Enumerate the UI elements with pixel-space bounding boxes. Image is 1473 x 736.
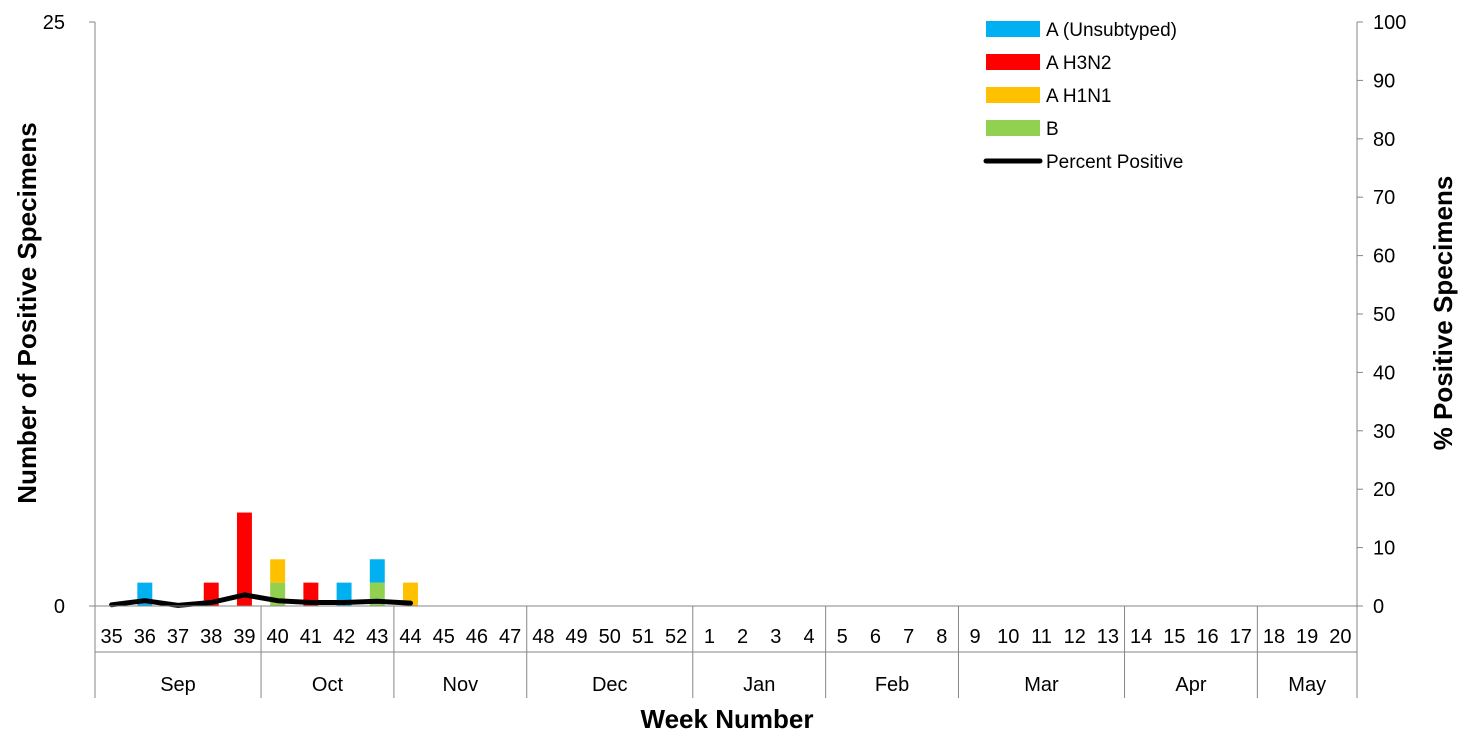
y2-tick-label: 80 — [1373, 129, 1395, 151]
week-label: 52 — [665, 626, 687, 648]
week-label: 1 — [704, 626, 715, 648]
bar — [270, 559, 286, 583]
week-label: 19 — [1296, 626, 1318, 648]
week-label: 14 — [1130, 626, 1152, 648]
legend-label: A (Unsubtyped) — [1046, 20, 1177, 41]
week-label: 50 — [599, 626, 621, 648]
week-label: 41 — [300, 626, 322, 648]
week-label: 36 — [134, 626, 156, 648]
legend-label: A H3N2 — [1046, 53, 1111, 74]
legend: A (Unsubtyped) A H3N2 A H1N1 B Percent Posit… — [983, 20, 1183, 173]
month-label: Mar — [1024, 674, 1059, 696]
month-label: Oct — [312, 674, 344, 696]
bar — [236, 512, 252, 606]
month-label: Apr — [1175, 674, 1206, 696]
week-label: 2 — [737, 626, 748, 648]
week-label: 13 — [1097, 626, 1119, 648]
y2-tick-label: 20 — [1373, 479, 1395, 501]
week-label: 42 — [333, 626, 355, 648]
week-label: 49 — [565, 626, 587, 648]
week-label: 15 — [1163, 626, 1185, 648]
y2-tick-label: 30 — [1373, 421, 1395, 443]
week-label: 16 — [1196, 626, 1218, 648]
week-label: 9 — [970, 626, 981, 648]
month-label: Sep — [160, 674, 196, 696]
legend-swatch — [986, 120, 1040, 136]
y2-tick-label: 50 — [1373, 304, 1395, 326]
week-label: 5 — [837, 626, 848, 648]
week-label: 46 — [466, 626, 488, 648]
bar — [369, 559, 385, 583]
legend-swatch — [986, 87, 1040, 103]
week-label: 37 — [167, 626, 189, 648]
week-label: 47 — [499, 626, 521, 648]
week-label: 38 — [200, 626, 222, 648]
y2-tick-label: 40 — [1373, 362, 1395, 384]
week-label: 3 — [770, 626, 781, 648]
week-label: 39 — [233, 626, 255, 648]
x-axis-title: Week Number — [641, 704, 814, 734]
y2-tick-label: 10 — [1373, 538, 1395, 560]
y2-tick-label: 100 — [1373, 12, 1406, 34]
week-label: 7 — [903, 626, 914, 648]
percent-positive-line — [109, 592, 413, 608]
percent-positive-line-layer — [109, 592, 413, 608]
x-axis: 35 36 37 38 39 40 41 42 43 44 45 46 47 48 49 50 51 52 1 2 3 4… — [94, 605, 1358, 698]
month-label: Dec — [592, 674, 628, 696]
week-label: 8 — [936, 626, 947, 648]
y-axis-title: Number of Positive Specimens — [12, 122, 42, 503]
week-label: 20 — [1329, 626, 1351, 648]
month-label: Feb — [875, 674, 909, 696]
legend-label: B — [1046, 119, 1059, 140]
month-label: Jan — [743, 674, 775, 696]
week-label: 43 — [366, 626, 388, 648]
week-label: 11 — [1031, 626, 1052, 648]
y2-tick-label: 60 — [1373, 246, 1395, 268]
week-label: 40 — [267, 626, 289, 648]
month-label: Nov — [443, 674, 479, 696]
bar — [403, 582, 418, 606]
week-label: 51 — [632, 626, 654, 648]
y2-tick-label: 90 — [1373, 70, 1395, 92]
legend-label: Percent Positive — [1046, 152, 1183, 173]
y-tick-label: 0 — [54, 596, 65, 618]
week-label: 17 — [1230, 626, 1252, 648]
legend-swatch — [986, 21, 1040, 37]
bars — [137, 512, 418, 606]
week-label: 4 — [803, 626, 814, 648]
legend-label: A H1N1 — [1046, 86, 1111, 107]
week-label: 35 — [100, 626, 122, 648]
week-label: 44 — [399, 626, 421, 648]
week-label: 18 — [1263, 626, 1285, 648]
y-tick-label: 25 — [43, 12, 65, 34]
y2-axis-title: % Positive Specimens — [1428, 176, 1458, 451]
week-label: 10 — [997, 626, 1019, 648]
y2-tick-label: 0 — [1373, 596, 1384, 618]
legend-swatch — [986, 54, 1040, 70]
axes: 0 25 0 10 20 30 40 50 60 70 80 90 100 — [43, 12, 1407, 618]
week-label: 48 — [532, 626, 554, 648]
week-label: 6 — [870, 626, 881, 648]
y2-tick-label: 70 — [1373, 187, 1395, 209]
week-label: 12 — [1064, 626, 1086, 648]
week-label: 45 — [433, 626, 455, 648]
month-label: May — [1288, 674, 1326, 696]
